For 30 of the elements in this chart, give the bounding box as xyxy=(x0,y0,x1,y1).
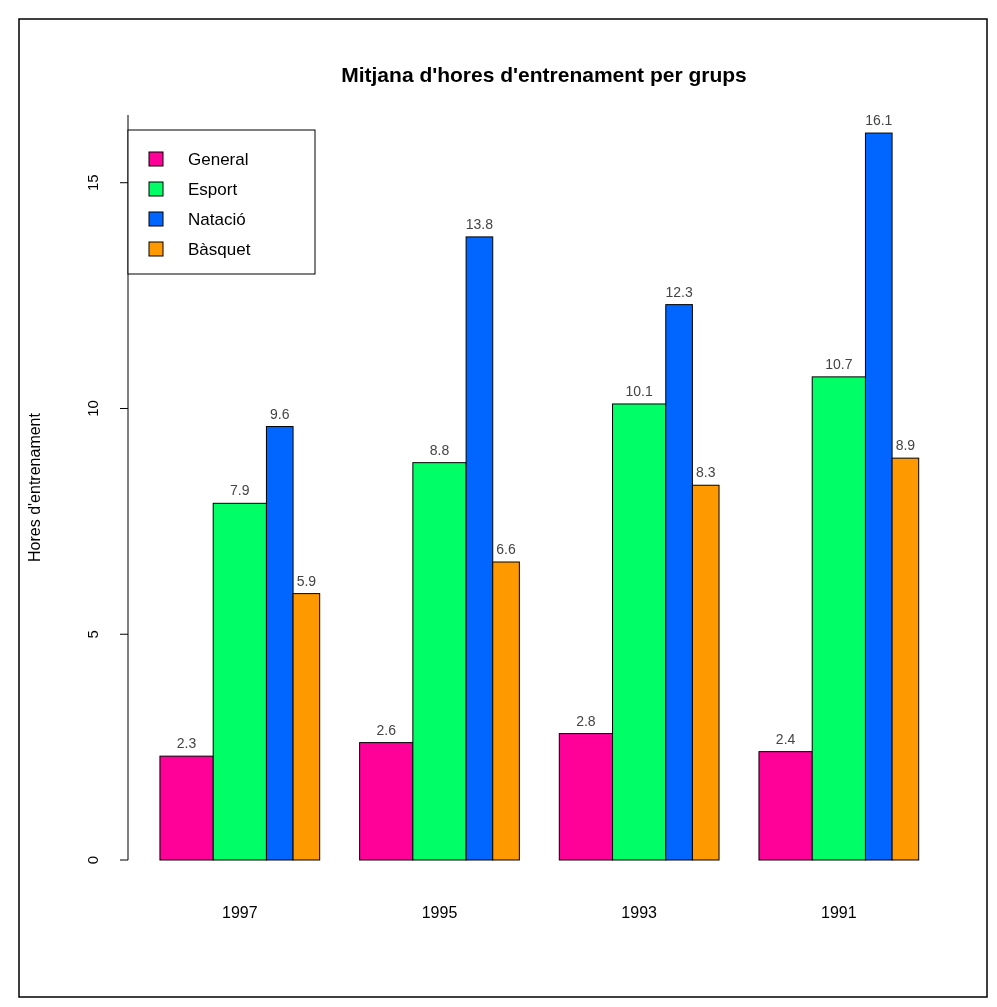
x-tick-label: 1993 xyxy=(621,904,658,921)
data-label: 2.4 xyxy=(775,730,796,747)
legend-label: Esport xyxy=(188,180,238,199)
y-tick-label: 0 xyxy=(84,855,101,865)
chart-title: Mitjana d'hores d'entrenament per grups xyxy=(341,63,747,86)
data-label: 9.6 xyxy=(270,405,290,422)
data-label: 2.6 xyxy=(376,721,397,738)
y-tick-label: 15 xyxy=(84,174,101,192)
data-label: 8.8 xyxy=(429,441,450,458)
legend-label: Natació xyxy=(188,210,246,229)
data-label: 12.3 xyxy=(665,283,693,300)
legend-label: Bàsquet xyxy=(188,240,251,259)
y-tick-label: 10 xyxy=(84,400,101,417)
data-label: 10.7 xyxy=(825,355,853,372)
y-tick-label: 5 xyxy=(84,630,101,639)
data-label: 2.3 xyxy=(176,735,197,752)
data-label: 7.9 xyxy=(230,482,250,499)
x-tick-label: 1991 xyxy=(821,904,857,921)
legend-label: General xyxy=(188,150,249,169)
data-label: 10.1 xyxy=(625,382,653,399)
data-label: 2.8 xyxy=(576,712,596,729)
data-label: 16.1 xyxy=(865,112,893,129)
data-label: 8.9 xyxy=(895,437,916,454)
x-tick-label: 1997 xyxy=(222,904,258,921)
x-tick-label: 1995 xyxy=(421,904,458,921)
data-label: 8.3 xyxy=(695,464,716,481)
y-axis-title: Hores d'entrenament xyxy=(26,412,43,562)
data-label: 6.6 xyxy=(496,541,516,557)
data-label: 13.8 xyxy=(465,215,494,232)
data-label: 5.9 xyxy=(296,572,317,589)
